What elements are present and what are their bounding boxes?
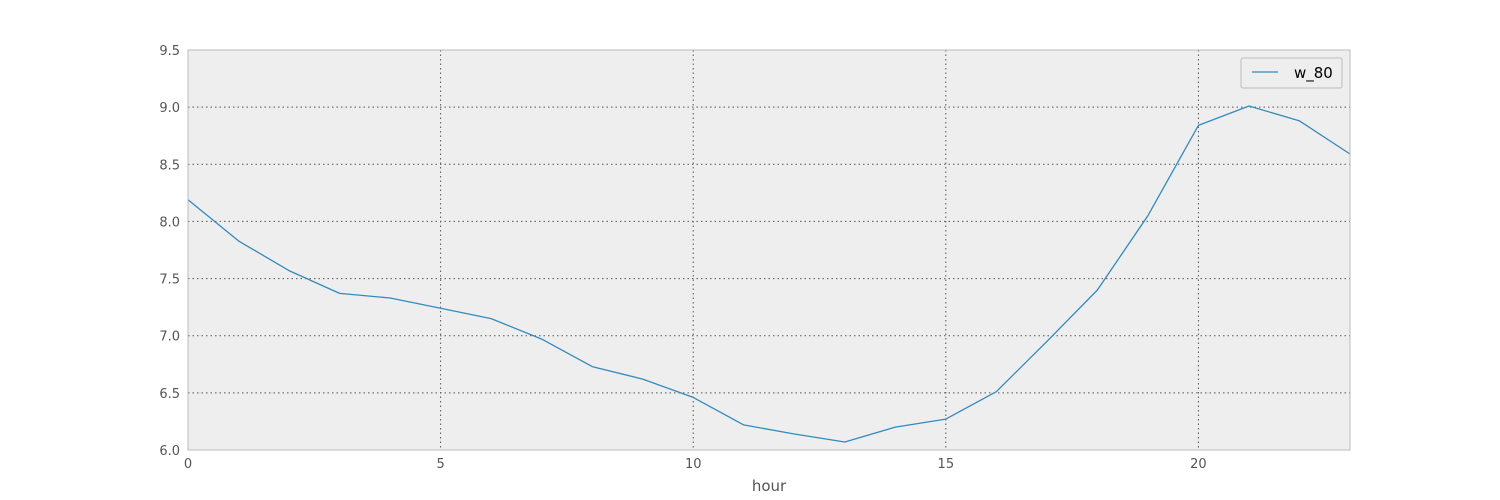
data-point — [642, 378, 644, 380]
x-tick-label: 15 — [938, 457, 955, 472]
data-point — [1248, 105, 1250, 107]
x-tick-label: 10 — [685, 457, 702, 472]
data-point — [490, 318, 492, 320]
x-tick-label: 5 — [436, 457, 444, 472]
legend-label-w_80: w_80 — [1294, 64, 1333, 83]
data-point — [1147, 215, 1149, 217]
data-point — [692, 397, 694, 399]
y-tick-label: 8.5 — [159, 158, 180, 173]
data-point — [1046, 341, 1048, 343]
y-tick-label: 7.0 — [159, 330, 180, 345]
data-point — [945, 418, 947, 420]
x-axis-label: hour — [752, 477, 787, 495]
y-tick-label: 7.5 — [159, 273, 180, 288]
plot-background — [188, 50, 1350, 450]
data-point — [895, 426, 897, 428]
data-point — [541, 338, 543, 340]
data-point — [1097, 289, 1099, 291]
grid-lines — [188, 50, 1350, 450]
data-point — [844, 441, 846, 443]
data-point — [793, 433, 795, 435]
data-point — [743, 424, 745, 426]
data-point — [440, 307, 442, 309]
data-point — [288, 270, 290, 272]
data-point — [591, 366, 593, 368]
y-tick-label: 8.0 — [159, 215, 180, 230]
legend: w_80 — [1240, 57, 1343, 89]
y-tick-label: 9.5 — [159, 44, 180, 59]
y-tick-label: 6.5 — [159, 387, 180, 402]
data-point — [238, 240, 240, 242]
tick-labels: 0 5 10 15 20 6.0 6.5 7.0 7.5 8.0 8.5 9.0 9.5 — [159, 44, 1206, 472]
data-point — [1198, 125, 1200, 127]
series-line-w_80 — [187, 105, 1351, 443]
y-tick-label: 6.0 — [159, 444, 180, 459]
x-tick-label: 20 — [1190, 457, 1207, 472]
x-tick-label: 0 — [184, 457, 192, 472]
data-point — [1299, 120, 1301, 122]
plot-frame — [187, 49, 1351, 451]
data-point — [339, 293, 341, 295]
legend-box — [1240, 57, 1343, 89]
y-tick-label: 9.0 — [159, 101, 180, 116]
data-point — [996, 391, 998, 393]
data-point — [389, 297, 391, 299]
series-layer — [187, 105, 1351, 443]
